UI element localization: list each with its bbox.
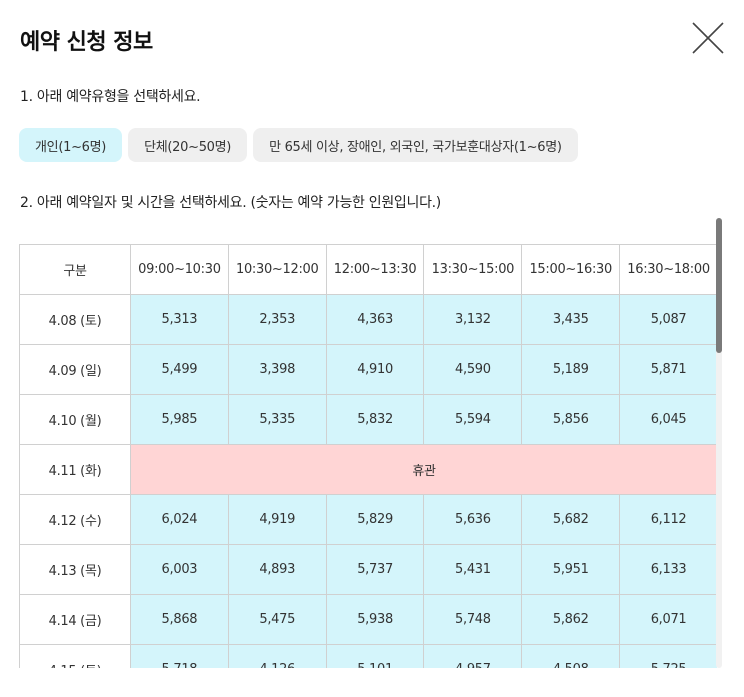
step1-instruction: 1. 아래 예약유형을 선택하세요.: [20, 89, 201, 105]
type-individual-button[interactable]: 개인(1~6명): [19, 128, 123, 162]
availability-cell[interactable]: 3,132: [423, 294, 523, 345]
date-cell: 4.12 (수): [19, 494, 131, 545]
availability-cell[interactable]: 5,682: [521, 494, 621, 545]
type-group-button[interactable]: 단체(20~50명): [128, 128, 248, 162]
page-title: 예약 신청 정보: [20, 30, 153, 55]
header-time-slot: 10:30~12:00: [227, 244, 327, 295]
availability-cell[interactable]: 4,508: [521, 644, 621, 668]
table-row: 4.13 (목) 6,003 4,893 5,737 5,431 5,951 6…: [19, 544, 717, 595]
availability-cell[interactable]: 6,003: [130, 544, 229, 595]
availability-cell[interactable]: 5,594: [423, 394, 523, 445]
table-row: 4.08 (토) 5,313 2,353 4,363 3,132 3,435 5…: [19, 294, 717, 345]
header-time-slot: 16:30~18:00: [619, 244, 717, 295]
availability-cell[interactable]: 5,189: [521, 344, 621, 395]
table-row: 4.10 (월) 5,985 5,335 5,832 5,594 5,856 6…: [19, 394, 717, 445]
availability-cell[interactable]: 5,725: [619, 644, 717, 668]
availability-cell[interactable]: 5,475: [227, 594, 327, 645]
table-row: 4.14 (금) 5,868 5,475 5,938 5,748 5,862 6…: [19, 594, 717, 645]
availability-cell[interactable]: 5,868: [130, 594, 229, 645]
availability-cell[interactable]: 6,133: [619, 544, 717, 595]
availability-cell[interactable]: 4,590: [423, 344, 523, 395]
availability-cell[interactable]: 4,957: [423, 644, 523, 668]
availability-cell[interactable]: 6,071: [619, 594, 717, 645]
availability-cell[interactable]: 5,829: [325, 494, 425, 545]
table-header-row: 구분 09:00~10:30 10:30~12:00 12:00~13:30 1…: [19, 244, 717, 295]
availability-cell[interactable]: 4,919: [227, 494, 327, 545]
scrollbar-thumb[interactable]: [716, 218, 722, 353]
schedule-table-container: 구분 09:00~10:30 10:30~12:00 12:00~13:30 1…: [19, 244, 717, 668]
table-row: 4.09 (일) 5,499 3,398 4,910 4,590 5,189 5…: [19, 344, 717, 395]
closed-day-cell: 휴관: [130, 444, 717, 495]
availability-cell[interactable]: 5,871: [619, 344, 717, 395]
availability-cell[interactable]: 5,101: [325, 644, 425, 668]
date-cell: 4.14 (금): [19, 594, 131, 645]
date-cell: 4.09 (일): [19, 344, 131, 395]
table-row: 4.15 (토) 5,718 4,126 5,101 4,957 4,508 5…: [19, 644, 717, 668]
date-cell: 4.08 (토): [19, 294, 131, 345]
availability-cell[interactable]: 2,353: [227, 294, 327, 345]
table-row-closed: 4.11 (화) 휴관: [19, 444, 717, 495]
availability-cell[interactable]: 6,045: [619, 394, 717, 445]
availability-cell[interactable]: 6,112: [619, 494, 717, 545]
availability-cell[interactable]: 4,910: [325, 344, 425, 395]
availability-cell[interactable]: 5,636: [423, 494, 523, 545]
availability-cell[interactable]: 5,499: [130, 344, 229, 395]
availability-cell[interactable]: 5,938: [325, 594, 425, 645]
availability-cell[interactable]: 5,832: [325, 394, 425, 445]
header-time-slot: 13:30~15:00: [423, 244, 523, 295]
date-cell: 4.15 (토): [19, 644, 131, 668]
step2-instruction: 2. 아래 예약일자 및 시간을 선택하세요. (숫자는 예약 가능한 인원입니…: [20, 195, 441, 211]
availability-cell[interactable]: 5,431: [423, 544, 523, 595]
date-cell: 4.10 (월): [19, 394, 131, 445]
availability-cell[interactable]: 4,363: [325, 294, 425, 345]
availability-cell[interactable]: 5,856: [521, 394, 621, 445]
header-time-slot: 09:00~10:30: [130, 244, 229, 295]
availability-cell[interactable]: 5,718: [130, 644, 229, 668]
availability-cell[interactable]: 5,951: [521, 544, 621, 595]
type-special-button[interactable]: 만 65세 이상, 장애인, 외국인, 국가보훈대상자(1~6명): [253, 128, 578, 162]
scrollbar-track[interactable]: [716, 218, 722, 668]
date-cell: 4.11 (화): [19, 444, 131, 495]
header-time-slot: 12:00~13:30: [325, 244, 425, 295]
availability-cell[interactable]: 5,087: [619, 294, 717, 345]
availability-cell[interactable]: 3,435: [521, 294, 621, 345]
schedule-table: 구분 09:00~10:30 10:30~12:00 12:00~13:30 1…: [19, 244, 717, 668]
availability-cell[interactable]: 6,024: [130, 494, 229, 545]
availability-cell[interactable]: 5,985: [130, 394, 229, 445]
header-time-slot: 15:00~16:30: [521, 244, 621, 295]
availability-cell[interactable]: 5,862: [521, 594, 621, 645]
date-cell: 4.13 (목): [19, 544, 131, 595]
availability-cell[interactable]: 5,335: [227, 394, 327, 445]
availability-cell[interactable]: 5,748: [423, 594, 523, 645]
availability-cell[interactable]: 5,313: [130, 294, 229, 345]
close-icon[interactable]: [690, 20, 726, 56]
availability-cell[interactable]: 4,126: [227, 644, 327, 668]
availability-cell[interactable]: 5,737: [325, 544, 425, 595]
reservation-type-group: 개인(1~6명) 단체(20~50명) 만 65세 이상, 장애인, 외국인, …: [19, 128, 578, 162]
header-category: 구분: [19, 244, 131, 295]
availability-cell[interactable]: 4,893: [227, 544, 327, 595]
availability-cell[interactable]: 3,398: [227, 344, 327, 395]
table-row: 4.12 (수) 6,024 4,919 5,829 5,636 5,682 6…: [19, 494, 717, 545]
